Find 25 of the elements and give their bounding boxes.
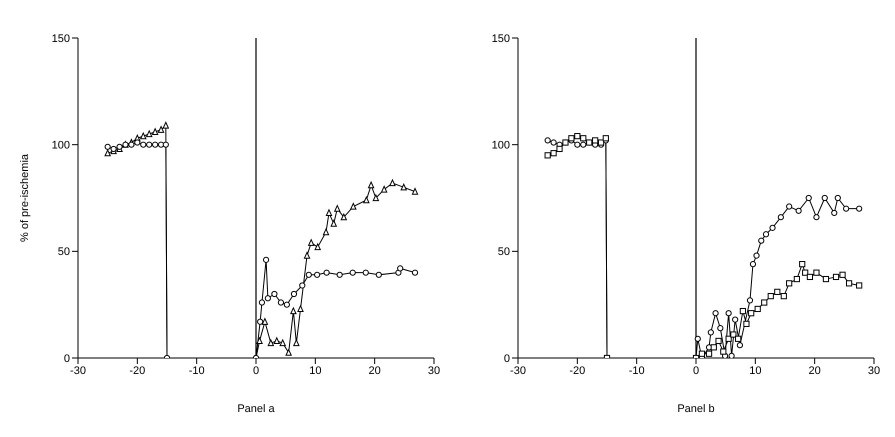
x-tick-label: -30	[510, 364, 526, 377]
x-tick-label: 10	[309, 364, 322, 377]
y-tick-label: 0	[64, 352, 70, 365]
y-tick-label: 100	[492, 140, 510, 152]
x-tick-label: -10	[188, 364, 205, 377]
y-tick-label: 100	[52, 140, 70, 152]
x-tick-label: 0	[692, 364, 700, 377]
y-tick-label: 50	[58, 246, 70, 258]
x-axis-title: Panel a	[237, 403, 276, 415]
x-tick-label: 30	[428, 364, 440, 377]
y-tick-label: 50	[498, 246, 510, 258]
y-tick-label: 150	[52, 32, 70, 45]
x-tick-label: 20	[808, 364, 821, 377]
y-tick-label: 150	[492, 32, 510, 45]
x-tick-label: -10	[628, 364, 645, 377]
x-tick-label: -20	[129, 364, 146, 377]
x-tick-label: 10	[749, 364, 762, 377]
y-axis-title: % of pre-ischemia	[18, 153, 31, 242]
x-tick-label: 0	[252, 364, 260, 377]
x-tick-label: -20	[569, 364, 586, 377]
x-tick-label: 20	[368, 364, 381, 377]
x-tick-label: 30	[868, 364, 880, 377]
x-tick-label: -30	[70, 364, 86, 377]
x-axis-title: Panel b	[677, 403, 715, 415]
y-tick-label: 0	[504, 352, 510, 365]
